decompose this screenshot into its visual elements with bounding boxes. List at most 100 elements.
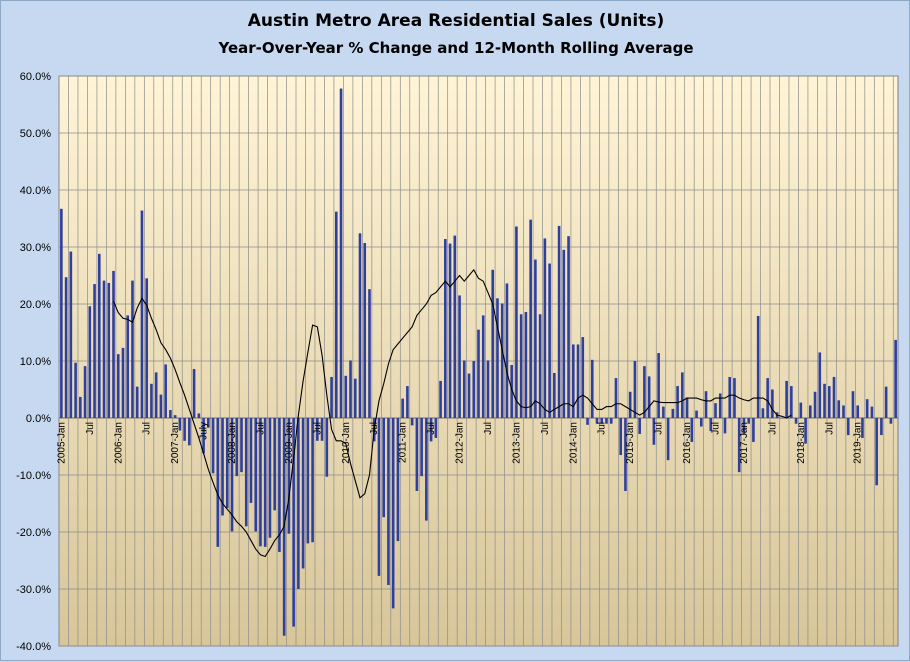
- bar: [97, 253, 101, 418]
- bar-series: [60, 88, 897, 636]
- bar: [334, 211, 338, 418]
- bar: [467, 373, 471, 418]
- chart-subtitle: Year-Over-Year % Change and 12-Month Rol…: [218, 39, 694, 57]
- bar: [88, 306, 92, 418]
- bar: [83, 366, 87, 418]
- bar: [368, 289, 371, 418]
- bar: [363, 243, 367, 418]
- bar: [287, 418, 291, 534]
- bar: [842, 405, 845, 418]
- bar: [581, 337, 585, 418]
- bar: [733, 378, 736, 418]
- bar: [301, 418, 305, 569]
- bar: [809, 405, 812, 418]
- bar: [666, 418, 670, 461]
- x-tick-label: 2009-Jan: [284, 422, 295, 464]
- bar: [861, 418, 864, 438]
- y-tick-label: -40.0%: [16, 641, 51, 653]
- bar: [444, 239, 447, 418]
- bar: [557, 225, 561, 418]
- bar: [462, 360, 466, 418]
- bar: [420, 418, 423, 477]
- bar: [154, 372, 158, 418]
- x-tick-label: Jul: [85, 422, 96, 435]
- x-tick-label: Jul: [312, 422, 323, 435]
- bar: [472, 361, 476, 418]
- x-tick-label: 2013-Jan: [511, 422, 522, 464]
- bar: [439, 380, 442, 418]
- x-tick-label: Jul: [255, 422, 266, 435]
- bar: [145, 278, 148, 418]
- bar: [524, 311, 528, 418]
- bar: [202, 418, 205, 454]
- bar: [529, 219, 532, 418]
- bar: [496, 298, 499, 418]
- bar: [704, 391, 708, 418]
- bar: [543, 238, 547, 418]
- bar: [60, 208, 63, 418]
- bar: [164, 364, 167, 418]
- bar: [619, 418, 623, 456]
- y-tick-label: 20.0%: [20, 299, 51, 311]
- bar: [515, 226, 518, 418]
- bar: [425, 418, 428, 521]
- bar: [353, 378, 357, 418]
- bar: [391, 418, 395, 609]
- y-tick-label: 40.0%: [20, 185, 51, 197]
- bar: [79, 396, 82, 418]
- bar: [306, 418, 310, 544]
- bar: [633, 361, 637, 418]
- x-tick-label: 2016-Jan: [682, 422, 693, 464]
- bar: [747, 418, 750, 424]
- bar: [169, 410, 172, 418]
- bar: [458, 295, 461, 418]
- bar: [249, 418, 253, 503]
- bar: [178, 418, 182, 431]
- bar: [216, 418, 220, 547]
- bar: [889, 418, 893, 424]
- bar: [339, 88, 343, 418]
- bar: [107, 282, 111, 418]
- bar: [510, 364, 513, 418]
- x-tick-label: 2007-Jan: [170, 422, 181, 464]
- bar: [590, 359, 594, 418]
- bar: [600, 418, 604, 424]
- bar: [292, 418, 295, 627]
- bar: [225, 418, 229, 509]
- bar: [131, 280, 134, 418]
- y-tick-label: -20.0%: [16, 527, 51, 539]
- bar: [150, 383, 153, 418]
- bar: [486, 360, 490, 418]
- x-tick-label: 2012-Jan: [455, 422, 466, 464]
- rolling-average-line: [113, 268, 792, 558]
- bar: [349, 360, 352, 418]
- bar: [595, 418, 599, 424]
- bar: [434, 418, 438, 438]
- x-tick-label: 2015-Jan: [625, 422, 636, 464]
- bar: [278, 418, 281, 552]
- bar: [699, 418, 703, 427]
- x-tick-label: 2019-Jan: [853, 422, 864, 464]
- bar: [235, 418, 239, 477]
- x-tick-label: 2006-Jan: [113, 422, 124, 464]
- bar: [112, 270, 115, 418]
- x-tick-label: 2008-Jan: [227, 422, 238, 464]
- bar: [638, 418, 641, 434]
- bar: [259, 418, 262, 547]
- x-tick-label: 2017-Jan: [739, 422, 750, 464]
- bar: [297, 418, 300, 589]
- bar: [766, 378, 769, 418]
- bar: [742, 418, 746, 434]
- x-tick-label: 2010-Jan: [341, 422, 352, 464]
- bar: [685, 397, 689, 418]
- bar: [827, 386, 831, 418]
- bar: [576, 344, 580, 418]
- bar: [135, 386, 139, 418]
- bar: [316, 418, 319, 441]
- y-tick-label: 10.0%: [20, 356, 51, 368]
- x-tick-label: Jul: [483, 422, 494, 435]
- bar: [790, 386, 793, 418]
- bar: [230, 418, 234, 532]
- bar: [718, 393, 722, 418]
